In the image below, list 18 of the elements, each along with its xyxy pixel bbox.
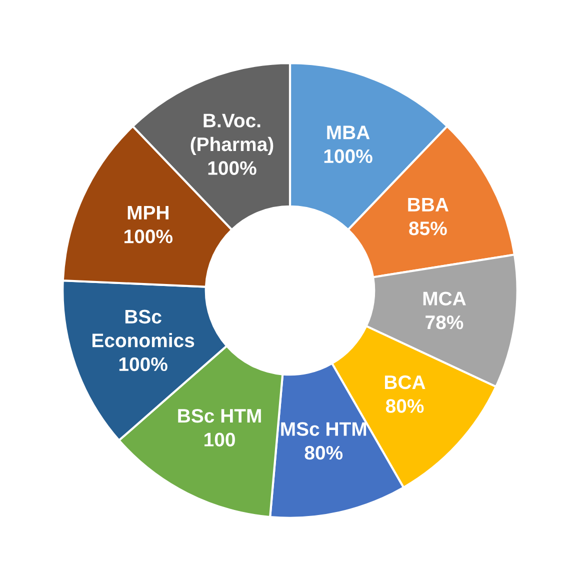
slice-label: BSc Economics: [92, 310, 194, 348]
slice-label: BBA: [408, 198, 448, 212]
slice-label: B.Voc. (Pharma): [190, 114, 274, 156]
data-label: 100%: [208, 161, 256, 175]
data-label: 100%: [119, 357, 168, 372]
data-label: 100%: [324, 149, 372, 164]
data-label: 100: [204, 432, 235, 446]
data-label: 78%: [426, 315, 464, 330]
slice-label: BSc HTM: [178, 408, 261, 423]
data-label: 85%: [409, 222, 447, 236]
slice-label: MSc HTM: [281, 422, 366, 436]
slice-label: MPH: [128, 206, 168, 220]
slice-label: MCA: [423, 292, 466, 306]
slice-label: BCA: [384, 375, 426, 390]
data-label: 80%: [386, 399, 424, 413]
data-label: 80%: [304, 446, 343, 460]
data-label: 100%: [124, 230, 173, 244]
slice-label: MBA: [327, 126, 370, 140]
